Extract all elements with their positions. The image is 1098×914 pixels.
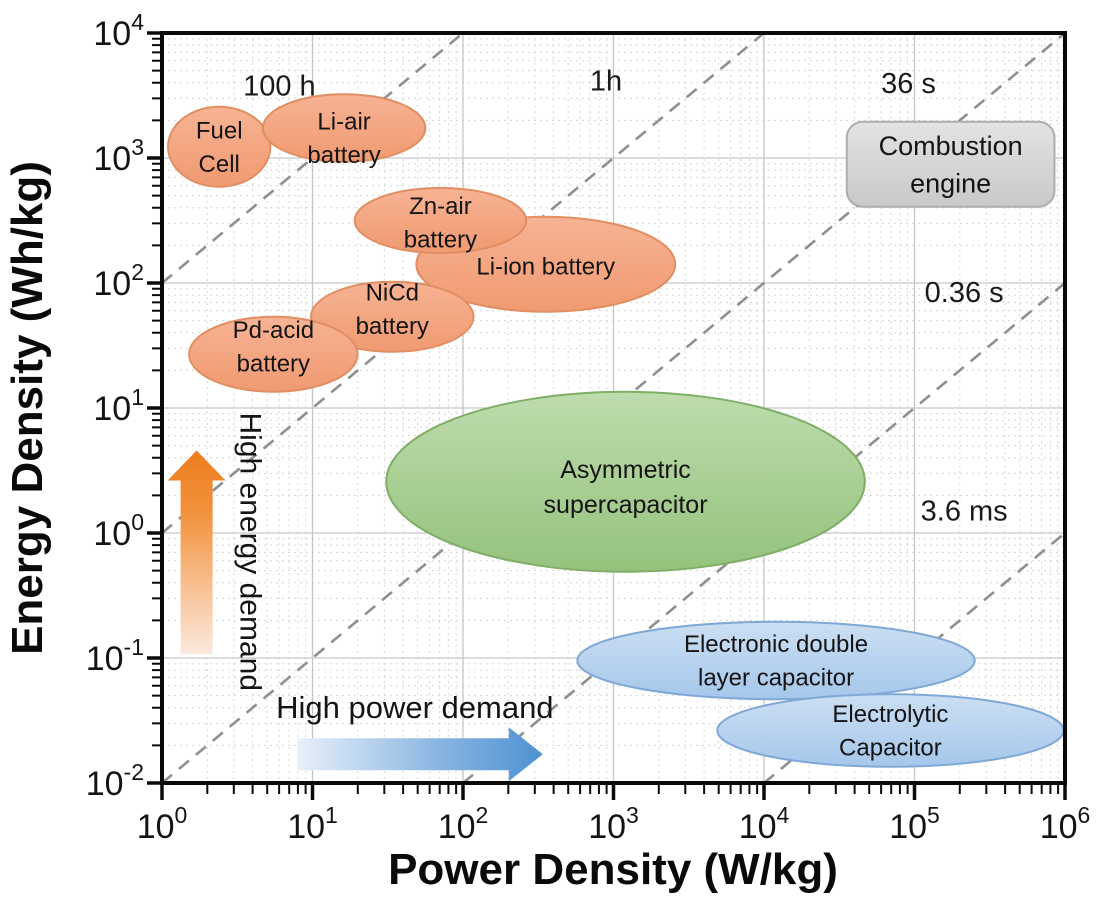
label-nicd-battery: battery bbox=[356, 313, 429, 340]
x-tick-label: 103 bbox=[588, 802, 639, 846]
y-tick-label: 10-1 bbox=[86, 634, 144, 678]
time-label-0-36-s: 0.36 s bbox=[925, 277, 1004, 309]
x-tick-label: 100 bbox=[137, 802, 188, 846]
label-li-air-battery: battery bbox=[307, 142, 380, 169]
label-fuel-cell: Cell bbox=[199, 151, 240, 178]
label-electronic-double-layer-capacitor: Electronic double bbox=[684, 631, 868, 658]
label-electrolytic-capacitor: Electrolytic bbox=[832, 701, 948, 728]
label-combustion-engine: engine bbox=[910, 169, 991, 199]
region-shapes bbox=[167, 93, 1065, 768]
region-combustion-engine bbox=[845, 120, 1056, 208]
y-tick-label: 104 bbox=[93, 9, 144, 53]
region-nicd-battery bbox=[309, 280, 475, 353]
label-zn-air-battery: battery bbox=[404, 227, 477, 254]
label-li-ion-battery: Li-ion battery bbox=[476, 254, 615, 281]
x-tick-label: 106 bbox=[1040, 802, 1091, 846]
label-combustion-engine: Combustion bbox=[879, 131, 1023, 161]
label-zn-air-battery: Zn-air bbox=[409, 193, 472, 220]
x-axis-title: Power Density (W/kg) bbox=[388, 845, 838, 894]
label-li-air-battery: Li-air bbox=[317, 109, 370, 136]
region-fuel-cell bbox=[167, 105, 272, 188]
y-axis-title: Energy Density (Wh/kg) bbox=[3, 161, 52, 655]
high-energy-demand-label: High energy demand bbox=[233, 412, 266, 691]
x-tick-label: 104 bbox=[739, 802, 790, 846]
y-tick-label: 101 bbox=[93, 384, 144, 428]
y-tick-label: 10-2 bbox=[86, 759, 144, 803]
high-power-demand-arrow bbox=[297, 727, 543, 782]
label-fuel-cell: Fuel bbox=[196, 117, 243, 144]
region-pd-acid-battery bbox=[188, 315, 359, 393]
x-tick-label: 105 bbox=[889, 802, 940, 846]
x-tick-label: 102 bbox=[438, 802, 489, 846]
label-asymmetric-supercapacitor: supercapacitor bbox=[544, 491, 708, 519]
y-tick-label: 100 bbox=[93, 509, 144, 553]
high-energy-demand-arrow bbox=[167, 450, 226, 655]
region-li-air-battery bbox=[261, 93, 427, 163]
time-label-100-h: 100 h bbox=[243, 71, 316, 103]
label-nicd-battery: NiCd bbox=[366, 279, 419, 306]
region-zn-air-battery bbox=[353, 187, 528, 254]
label-electronic-double-layer-capacitor: layer capacitor bbox=[698, 665, 854, 692]
region-electronic-double-layer-capacitor bbox=[576, 620, 976, 701]
label-pd-acid-battery: battery bbox=[237, 350, 310, 377]
high-power-demand-label: High power demand bbox=[276, 690, 553, 725]
time-label-3-6-ms: 3.6 ms bbox=[921, 496, 1008, 528]
plot-frame bbox=[160, 31, 1067, 785]
x-tick-label: 101 bbox=[287, 802, 338, 846]
y-tick-label: 102 bbox=[93, 259, 144, 303]
region-asymmetric-supercapacitor bbox=[385, 390, 866, 573]
time-label-36-s: 36 s bbox=[881, 68, 936, 100]
label-pd-acid-battery: Pd-acid bbox=[233, 317, 314, 344]
y-tick-label: 103 bbox=[93, 134, 144, 178]
label-electrolytic-capacitor: Capacitor bbox=[839, 735, 942, 762]
chart-root: 100 h 1h 36 s 0.36 s 3.6 ms Fuel Cell Li-air bat… bbox=[86, 9, 1091, 846]
label-asymmetric-supercapacitor: Asymmetric bbox=[560, 456, 691, 484]
time-label-1h: 1h bbox=[590, 66, 622, 98]
